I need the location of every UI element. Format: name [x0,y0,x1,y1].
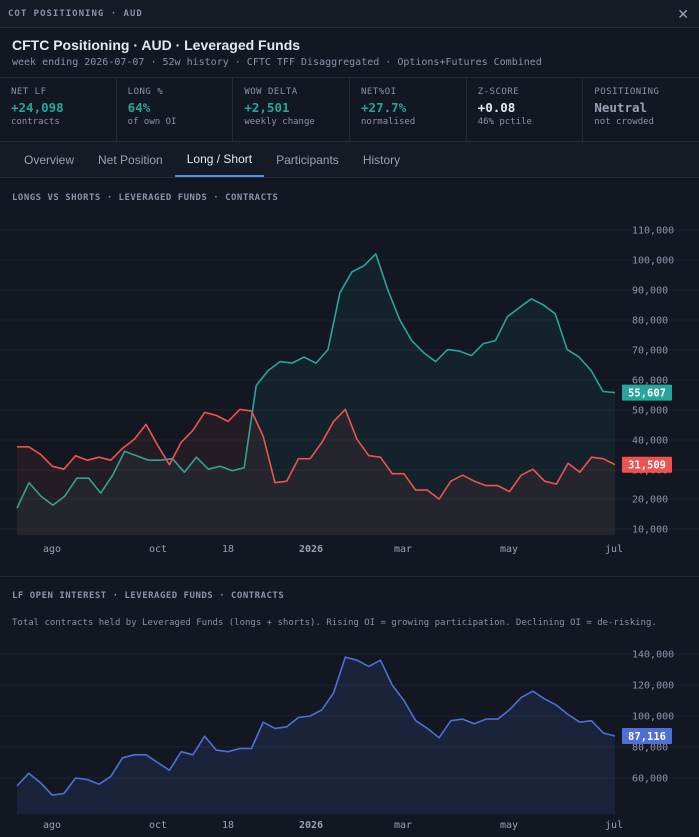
last-value-label: 31,509 [628,460,666,472]
tab-participants[interactable]: Participants [276,152,339,167]
page-subtitle: week ending 2026-07-07 · 52w history · C… [12,57,542,68]
x-tick-label: may [500,820,518,831]
stat-note: not crowded [594,117,654,127]
y-tick-label: 120,000 [632,681,674,692]
stat-label: NET LF [11,87,47,97]
x-tick-label: jul [605,820,623,831]
open-interest-section-title: LF OPEN INTEREST · LEVERAGED FUNDS · CON… [12,591,285,601]
series-line [16,253,616,509]
y-tick-label: 110,000 [632,226,674,237]
close-icon[interactable]: ✕ [677,5,689,22]
stat-long-: LONG % 64% of own OI [117,78,234,141]
y-tick-label: 70,000 [632,346,668,357]
tab-history[interactable]: History [362,152,401,167]
tab-net-position[interactable]: Net Position [98,152,163,167]
y-tick-label: 80,000 [632,743,668,754]
x-tick-label: ago [43,544,61,555]
x-tick-label: ago [43,820,61,831]
open-interest-description: Total contracts held by Leveraged Funds … [12,618,657,628]
x-tick-label: may [500,544,518,555]
stat-note: weekly change [244,117,315,127]
y-tick-label: 60,000 [632,376,668,387]
tab-long-short[interactable]: Long / Short [174,142,265,177]
stat-value: +24,098 [11,100,64,115]
series-line [16,656,616,796]
stat-label: WOW DELTA [244,87,298,97]
stat-label: NET%OI [361,87,397,97]
longs-shorts-section-title: LONGS VS SHORTS · LEVERAGED FUNDS · CONT… [12,193,279,203]
open-interest-chart: 140,000 120,000 100,000 80,000 60,000 ago oct 1… [0,650,699,831]
page-title: CFTC Positioning · AUD · Leveraged Funds [12,37,301,53]
longs-shorts-chart: 110,000 100,000 90,000 80,000 70,000 60,000 50… [0,226,699,555]
stats-bar: NET LF +24,098 contracts LONG % 64% of own OI… [0,78,699,142]
window-titlebar: COT POSITIONING · AUD ✕ [0,0,699,28]
x-tick-label: oct [149,820,167,831]
last-value-label: 87,116 [628,731,666,743]
series-area-fill [17,657,615,814]
x-tick-label: 18 [222,544,234,555]
stat-net-lf: NET LF +24,098 contracts [0,78,117,141]
last-value-badge [622,456,672,473]
y-tick-label: 90,000 [632,286,668,297]
x-tick-label: 2026 [299,820,323,831]
stat-wow-delta: WOW DELTA +2,501 weekly change [233,78,351,141]
series-area-fill [17,409,615,535]
page-header: CFTC Positioning · AUD · Leveraged Funds… [0,28,699,78]
last-value-badge [622,727,672,744]
y-tick-label: 10,000 [632,525,668,536]
stat-positioning: POSITIONING Neutral not crowded [583,78,699,141]
y-tick-label: 80,000 [632,316,668,327]
last-value-label: 55,607 [628,388,666,400]
y-tick-label: 60,000 [632,774,668,785]
y-tick-label: 50,000 [632,406,668,417]
y-tick-label: 100,000 [632,712,674,723]
stat-value: Neutral [594,100,648,115]
stat-value: +0.08 [477,100,516,115]
stat-value: +27.7% [361,100,407,115]
stat-note: normalised [361,117,416,127]
stat-value: 64% [127,100,151,115]
series-area-fill [17,253,615,535]
x-tick-label: mar [394,820,412,831]
x-tick-label: jul [605,544,623,555]
last-value-badge [622,384,672,401]
tab-bar: Overview Net Position Long / Short Particip… [0,142,699,178]
section-divider [0,576,699,577]
x-tick-label: 2026 [299,544,323,555]
stat-note: contracts [11,117,60,127]
stat-note: of own OI [127,117,177,127]
stat-value: +2,501 [244,100,290,115]
window-title: COT POSITIONING · AUD [8,8,143,19]
y-tick-label: 100,000 [632,256,674,267]
x-tick-label: mar [394,544,412,555]
y-tick-label: 40,000 [632,436,668,447]
stat-label: Z-SCORE [477,87,520,97]
x-tick-label: oct [149,544,167,555]
stat-label: POSITIONING [594,87,660,97]
stat-label: LONG % [127,87,164,97]
series-line [17,408,616,500]
y-tick-label: 140,000 [632,650,674,661]
tab-overview[interactable]: Overview [24,152,75,167]
stat-note: 46% pctile [477,117,532,127]
y-tick-label: 20,000 [632,495,668,506]
stat-z-score: Z-SCORE +0.08 46% pctile [467,78,584,141]
stat-net-oi: NET%OI +27.7% normalised [350,78,467,141]
x-tick-label: 18 [222,820,234,831]
